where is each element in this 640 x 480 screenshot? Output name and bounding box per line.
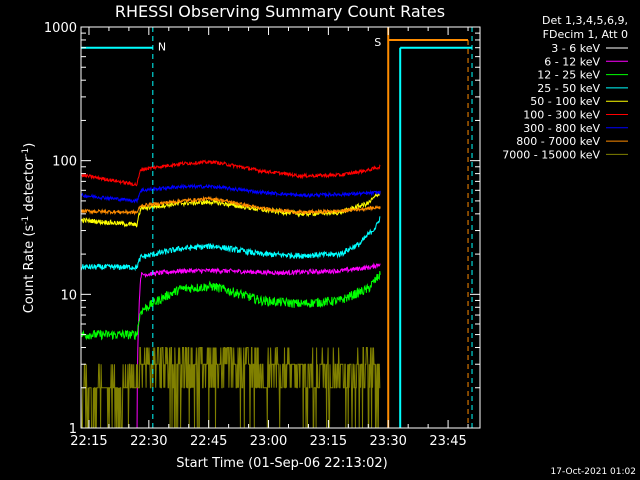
x-tick-label-0: 22:15	[70, 434, 107, 449]
x-axis: 22:15 22:30 22:45 23:00 23:15 23:30 23:45	[70, 27, 469, 449]
y-axis-label-main: Count Rate (s	[22, 225, 37, 314]
legend-label-8: 800 - 7000 keV	[516, 135, 600, 148]
legend-header-line2: FDecim 1, Att 0	[543, 28, 628, 41]
legend-label-1: 3 - 6 keV	[551, 42, 600, 55]
saa-label: S	[374, 36, 381, 49]
y-axis-label-sup1: -1	[21, 216, 31, 225]
x-tick-label-4: 23:15	[310, 434, 347, 449]
plot-frame	[80, 26, 481, 429]
series-line-4	[81, 216, 381, 272]
series-line-3	[81, 270, 381, 341]
legend-label-6: 100 - 300 keV	[523, 109, 600, 122]
footer-date: 17-Oct-2021 01:02	[551, 467, 636, 477]
y-tick-label-1: 1	[69, 422, 77, 437]
series-line-7	[81, 183, 381, 204]
y-tick-label-100: 100	[52, 155, 77, 170]
x-tick-label-6: 23:45	[429, 434, 466, 449]
legend-label-5: 50 - 100 keV	[530, 95, 600, 108]
y-axis-label-end: )	[22, 143, 37, 148]
y-tick-label-1000: 1000	[44, 21, 77, 36]
y-axis-label: Count Rate (s-1 detector-1)	[21, 143, 37, 314]
x-tick-label-3: 23:00	[250, 434, 287, 449]
series-line-5	[81, 191, 381, 228]
legend: Det 1,3,4,5,6,9, FDecim 1, Att 0 3 - 6 k…	[502, 14, 628, 161]
series-line-9	[81, 347, 381, 428]
y-axis: 1 10 100 1000	[44, 21, 480, 437]
legend-label-2: 6 - 12 keV	[544, 55, 600, 68]
y-axis-label-mid: detector	[22, 156, 37, 216]
y-axis-label-sup2: -1	[21, 148, 31, 157]
legend-label-9: 7000 - 15000 keV	[502, 148, 600, 161]
legend-label-3: 12 - 25 keV	[537, 69, 600, 82]
series-line-2	[136, 262, 381, 428]
chart-title: RHESSI Observing Summary Count Rates	[115, 2, 445, 21]
legend-label-4: 25 - 50 keV	[537, 82, 600, 95]
y-tick-label-10: 10	[60, 288, 77, 303]
plot-area	[81, 27, 473, 428]
legend-header-line1: Det 1,3,4,5,6,9,	[542, 14, 628, 27]
series-line-6	[81, 159, 381, 187]
night-label: N	[158, 41, 166, 54]
x-tick-label-2: 22:45	[190, 434, 227, 449]
x-axis-label: Start Time (01-Sep-06 22:13:02)	[176, 456, 387, 471]
series-line-8	[81, 195, 381, 216]
x-tick-label-5: 23:30	[369, 434, 406, 449]
x-tick-label-1: 22:30	[130, 434, 167, 449]
legend-label-7: 300 - 800 keV	[523, 122, 600, 135]
